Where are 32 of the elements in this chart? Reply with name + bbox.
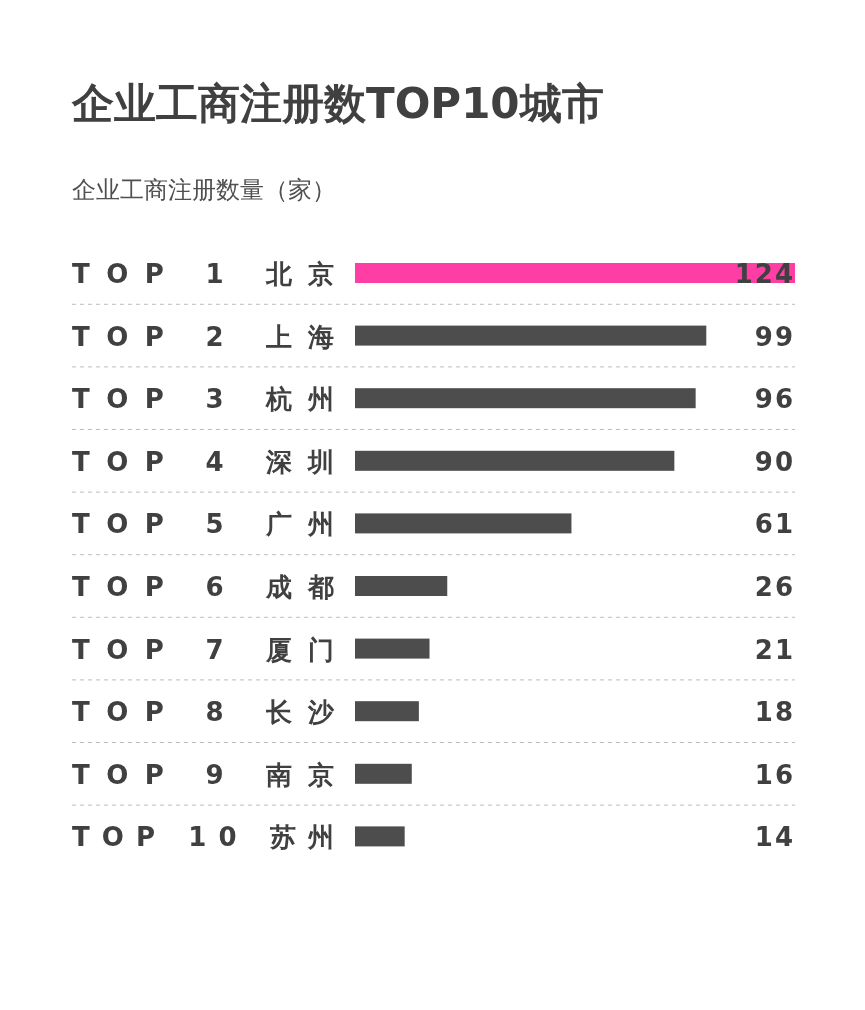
data-label: 61 <box>754 509 795 540</box>
data-label: 16 <box>754 759 795 790</box>
data-label: 90 <box>754 446 795 477</box>
data-label: 14 <box>754 822 795 853</box>
chart-subtitle: 企业工商注册数量（家） <box>72 176 336 204</box>
y-tick-label: TOP 3 杭州 <box>72 384 334 415</box>
y-tick-label: TOP 5 广州 <box>72 509 334 540</box>
y-tick-label: TOP 4 深圳 <box>72 446 334 477</box>
data-label: 99 <box>754 321 795 352</box>
y-tick-label: TOP 1 北京 <box>72 259 334 289</box>
bar <box>355 826 405 847</box>
data-label: 124 <box>734 259 795 289</box>
data-label: 18 <box>754 697 795 728</box>
y-tick-label: TOP 8 长沙 <box>72 697 335 728</box>
bar <box>355 450 675 471</box>
data-label: 26 <box>754 572 795 602</box>
bar <box>355 388 696 409</box>
y-tick-label: TOP 9 南京 <box>72 759 334 790</box>
y-tick-label: TOP 6 成都 <box>72 572 334 602</box>
bar <box>355 763 412 784</box>
bar <box>355 638 430 659</box>
y-tick-label: TOP 7 厦门 <box>72 634 334 665</box>
data-label: 21 <box>754 634 795 665</box>
bar <box>355 263 795 283</box>
bar <box>355 325 707 346</box>
bar <box>355 513 572 534</box>
y-tick-label: TOP 2 上海 <box>72 321 334 352</box>
bar <box>355 701 419 722</box>
y-tick-label: TOP 10 苏州 <box>72 822 334 853</box>
bar <box>355 576 448 596</box>
data-label: 96 <box>754 384 795 415</box>
chart-title: 企业工商注册数TOP10城市 <box>71 79 604 128</box>
